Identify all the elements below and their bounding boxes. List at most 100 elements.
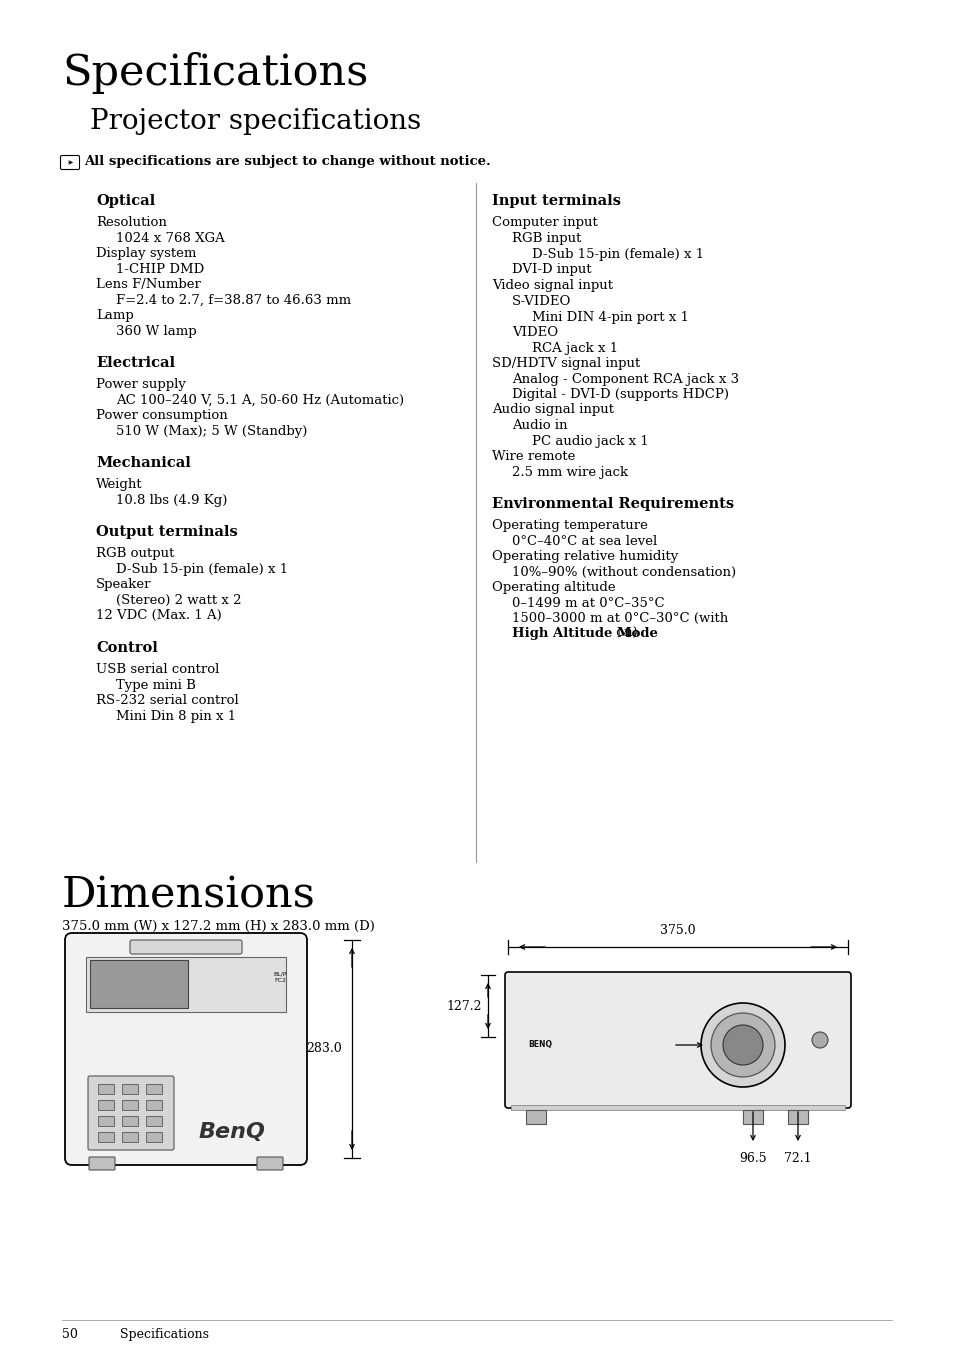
Text: 96.5: 96.5 bbox=[739, 1153, 766, 1165]
Text: RCA jack x 1: RCA jack x 1 bbox=[532, 342, 618, 355]
Text: 510 W (Max); 5 W (Standby): 510 W (Max); 5 W (Standby) bbox=[116, 424, 307, 438]
Text: 2.5 mm wire jack: 2.5 mm wire jack bbox=[512, 466, 627, 479]
Text: Digital - DVI-D (supports HDCP): Digital - DVI-D (supports HDCP) bbox=[512, 388, 728, 401]
Text: RS-232 serial control: RS-232 serial control bbox=[96, 694, 238, 706]
FancyBboxPatch shape bbox=[65, 933, 307, 1165]
Text: BenQ: BenQ bbox=[198, 1121, 265, 1142]
Text: Operating temperature: Operating temperature bbox=[492, 519, 647, 532]
Bar bbox=[98, 1116, 113, 1125]
Text: High Altitude Mode: High Altitude Mode bbox=[512, 626, 658, 640]
Text: 1500–3000 m at 0°C–30°C (with: 1500–3000 m at 0°C–30°C (with bbox=[512, 612, 727, 625]
Text: BL/P
FC2: BL/P FC2 bbox=[273, 972, 287, 983]
Text: 0°C–40°C at sea level: 0°C–40°C at sea level bbox=[512, 536, 657, 548]
Bar bbox=[146, 1100, 162, 1111]
Text: 375.0 mm (W) x 127.2 mm (H) x 283.0 mm (D): 375.0 mm (W) x 127.2 mm (H) x 283.0 mm (… bbox=[62, 919, 375, 933]
FancyBboxPatch shape bbox=[86, 957, 286, 1012]
Text: 0–1499 m at 0°C–35°C: 0–1499 m at 0°C–35°C bbox=[512, 597, 664, 610]
Text: Operating relative humidity: Operating relative humidity bbox=[492, 551, 678, 563]
FancyBboxPatch shape bbox=[256, 1157, 283, 1170]
Text: 72.1: 72.1 bbox=[783, 1153, 811, 1165]
Text: 127.2: 127.2 bbox=[446, 999, 481, 1013]
Text: Computer input: Computer input bbox=[492, 216, 598, 229]
Text: Mechanical: Mechanical bbox=[96, 456, 191, 471]
Text: 10%–90% (without condensation): 10%–90% (without condensation) bbox=[512, 565, 736, 579]
Text: D-Sub 15-pin (female) x 1: D-Sub 15-pin (female) x 1 bbox=[532, 248, 703, 260]
Text: Video signal input: Video signal input bbox=[492, 279, 613, 292]
Text: Environmental Requirements: Environmental Requirements bbox=[492, 498, 734, 511]
Circle shape bbox=[722, 1025, 762, 1064]
Text: Operating altitude: Operating altitude bbox=[492, 580, 615, 594]
Text: Audio signal input: Audio signal input bbox=[492, 403, 614, 416]
Circle shape bbox=[811, 1032, 827, 1048]
Text: DVI-D input: DVI-D input bbox=[512, 263, 591, 277]
Bar bbox=[146, 1132, 162, 1142]
Text: AC 100–240 V, 5.1 A, 50-60 Hz (Automatic): AC 100–240 V, 5.1 A, 50-60 Hz (Automatic… bbox=[116, 395, 404, 407]
Text: Type mini B: Type mini B bbox=[116, 679, 195, 692]
Bar bbox=[122, 1116, 138, 1125]
Text: Projector specifications: Projector specifications bbox=[90, 108, 421, 136]
Text: 10.8 lbs (4.9 Kg): 10.8 lbs (4.9 Kg) bbox=[116, 494, 227, 507]
Text: RGB output: RGB output bbox=[96, 546, 174, 560]
Text: Weight: Weight bbox=[96, 479, 143, 491]
Text: Mini Din 8 pin x 1: Mini Din 8 pin x 1 bbox=[116, 711, 236, 723]
FancyBboxPatch shape bbox=[89, 1157, 115, 1170]
Text: VIDEO: VIDEO bbox=[512, 325, 558, 339]
Circle shape bbox=[710, 1013, 774, 1077]
Bar bbox=[98, 1132, 113, 1142]
Text: Power consumption: Power consumption bbox=[96, 410, 228, 422]
Text: Specifications: Specifications bbox=[62, 52, 368, 94]
Bar bbox=[146, 1116, 162, 1125]
Bar bbox=[122, 1132, 138, 1142]
Text: 283.0: 283.0 bbox=[306, 1043, 341, 1055]
Text: (Stereo) 2 watt x 2: (Stereo) 2 watt x 2 bbox=[116, 594, 241, 607]
FancyBboxPatch shape bbox=[504, 972, 850, 1108]
Text: Optical: Optical bbox=[96, 194, 155, 207]
Bar bbox=[787, 1111, 807, 1124]
Bar bbox=[742, 1111, 762, 1124]
Text: Mini DIN 4-pin port x 1: Mini DIN 4-pin port x 1 bbox=[532, 311, 688, 324]
Bar bbox=[122, 1083, 138, 1094]
Circle shape bbox=[700, 1003, 784, 1088]
Text: PC audio jack x 1: PC audio jack x 1 bbox=[532, 435, 648, 447]
Text: D-Sub 15-pin (female) x 1: D-Sub 15-pin (female) x 1 bbox=[116, 563, 288, 576]
Bar bbox=[90, 960, 188, 1008]
Bar bbox=[525, 1111, 545, 1124]
Text: Dimensions: Dimensions bbox=[62, 875, 315, 917]
Text: Analog - Component RCA jack x 3: Analog - Component RCA jack x 3 bbox=[512, 373, 739, 386]
Text: on): on) bbox=[611, 626, 637, 640]
Text: SD/HDTV signal input: SD/HDTV signal input bbox=[492, 357, 639, 370]
Text: S-VIDEO: S-VIDEO bbox=[512, 296, 571, 308]
Text: USB serial control: USB serial control bbox=[96, 663, 219, 677]
Bar bbox=[511, 1105, 844, 1111]
FancyBboxPatch shape bbox=[130, 940, 242, 955]
Text: Audio in: Audio in bbox=[512, 419, 567, 433]
Text: 360 W lamp: 360 W lamp bbox=[116, 325, 196, 338]
Text: Output terminals: Output terminals bbox=[96, 525, 237, 538]
Text: Display system: Display system bbox=[96, 247, 196, 260]
Text: 1024 x 768 XGA: 1024 x 768 XGA bbox=[116, 232, 225, 245]
Text: Resolution: Resolution bbox=[96, 216, 167, 229]
Text: RGB input: RGB input bbox=[512, 232, 580, 245]
Text: 12 VDC (Max. 1 A): 12 VDC (Max. 1 A) bbox=[96, 609, 221, 622]
Text: Input terminals: Input terminals bbox=[492, 194, 620, 207]
Bar bbox=[146, 1083, 162, 1094]
FancyBboxPatch shape bbox=[88, 1077, 173, 1150]
Text: Speaker: Speaker bbox=[96, 578, 152, 591]
Text: F=2.4 to 2.7, f=38.87 to 46.63 mm: F=2.4 to 2.7, f=38.87 to 46.63 mm bbox=[116, 294, 351, 306]
FancyBboxPatch shape bbox=[60, 156, 79, 170]
Text: BENQ: BENQ bbox=[527, 1040, 552, 1050]
Bar bbox=[122, 1100, 138, 1111]
Text: Lens F/Number: Lens F/Number bbox=[96, 278, 201, 292]
Text: 50: 50 bbox=[62, 1328, 78, 1341]
Text: Control: Control bbox=[96, 641, 157, 655]
Bar bbox=[98, 1100, 113, 1111]
Text: Electrical: Electrical bbox=[96, 357, 175, 370]
Text: Specifications: Specifications bbox=[120, 1328, 209, 1341]
Bar bbox=[98, 1083, 113, 1094]
Text: All specifications are subject to change without notice.: All specifications are subject to change… bbox=[84, 155, 490, 168]
Text: 1-CHIP DMD: 1-CHIP DMD bbox=[116, 263, 204, 277]
Text: 375.0: 375.0 bbox=[659, 923, 695, 937]
Text: Wire remote: Wire remote bbox=[492, 450, 575, 462]
Text: Lamp: Lamp bbox=[96, 309, 133, 321]
Text: Power supply: Power supply bbox=[96, 378, 186, 391]
